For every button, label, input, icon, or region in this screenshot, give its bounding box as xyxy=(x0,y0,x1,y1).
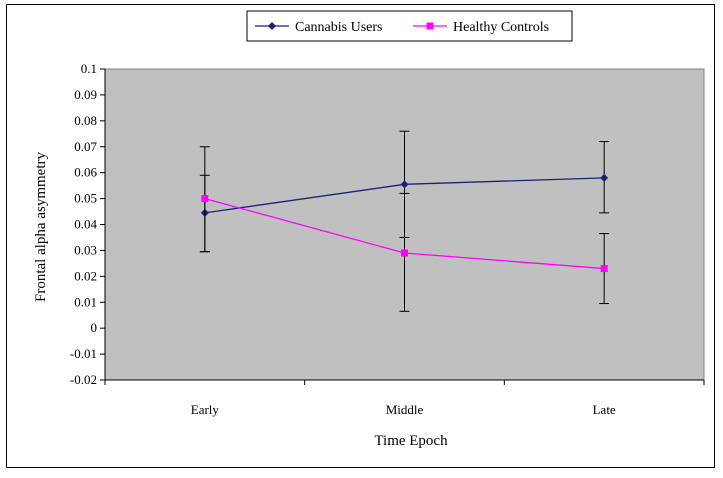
legend-marker-cannabis-users xyxy=(268,22,276,30)
legend-label-cannabis-users: Cannabis Users xyxy=(295,20,383,35)
y-tick-label: 0.07 xyxy=(74,139,97,154)
legend-label-healthy-controls: Healthy Controls xyxy=(453,20,549,35)
y-tick-label: 0.02 xyxy=(74,268,97,283)
legend-box xyxy=(246,10,573,42)
data-point-healthy-controls xyxy=(600,265,608,273)
y-tick-label: -0.02 xyxy=(70,372,97,387)
data-point-cannabis-users xyxy=(400,180,409,189)
y-axis-title: Frontal alpha asymmetry xyxy=(33,152,49,302)
data-point-healthy-controls xyxy=(401,249,408,257)
data-point-healthy-controls xyxy=(201,195,209,203)
y-tick-label: 0.01 xyxy=(74,294,97,309)
chart-svg: 0.1 0.09 0.08 0.07 0.06 0.05 0.04 0.03 0.02 0.01 0… xyxy=(33,10,705,449)
data-point-cannabis-users xyxy=(600,173,609,182)
y-tick-label: -0.01 xyxy=(70,346,97,361)
x-tick-label: Early xyxy=(191,402,220,417)
x-axis-title: Time Epoch xyxy=(374,433,448,449)
y-tick-label: 0.08 xyxy=(74,113,97,128)
x-tick-label: Late xyxy=(593,402,616,417)
y-tick-label: 0.1 xyxy=(81,61,97,76)
y-tick-label: 0.04 xyxy=(74,217,97,232)
y-tick-label: 0.05 xyxy=(74,191,97,206)
y-tick-label: 0.09 xyxy=(74,87,97,102)
y-tick-label: 0.03 xyxy=(74,242,97,257)
y-tick-label: 0.06 xyxy=(74,165,97,180)
x-tick-label: Middle xyxy=(386,402,424,417)
y-tick-label: 0 xyxy=(91,320,98,335)
legend-marker-healthy-controls xyxy=(426,22,434,30)
chart-frame: 0.1 0.09 0.08 0.07 0.06 0.05 0.04 0.03 0.02 0.01 0… xyxy=(6,4,715,468)
